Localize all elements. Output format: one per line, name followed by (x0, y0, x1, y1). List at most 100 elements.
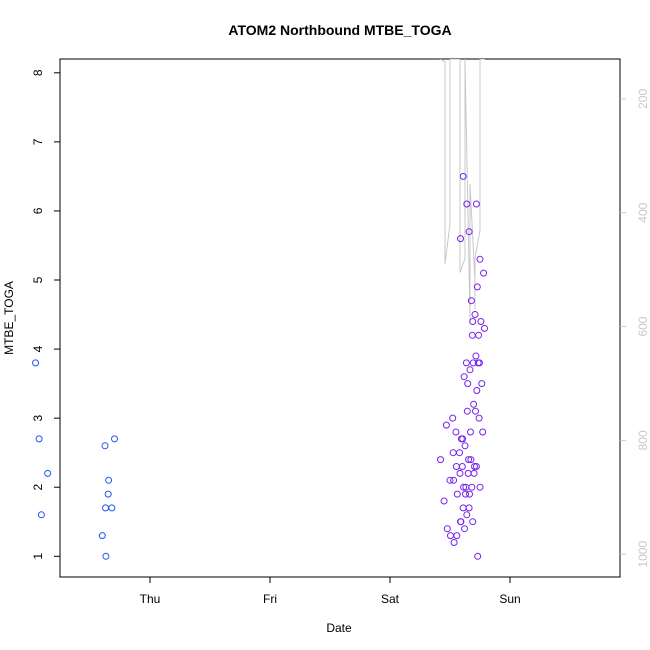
data-point (465, 456, 473, 464)
data-points (32, 172, 488, 560)
data-point (37, 511, 45, 519)
y-tick-label: 5 (31, 276, 45, 283)
data-point (476, 483, 484, 491)
data-point (464, 469, 472, 477)
data-point (452, 428, 460, 436)
data-point (471, 311, 479, 318)
data-point (450, 539, 458, 546)
data-point (473, 387, 481, 394)
trace-line (35, 59, 55, 122)
data-point (463, 511, 471, 519)
data-point (98, 532, 106, 540)
data-point (32, 359, 39, 367)
data-point (101, 442, 109, 450)
x-axis-label: Date (326, 621, 352, 635)
data-point (470, 469, 478, 477)
data-point (440, 497, 448, 505)
data-point (462, 490, 469, 498)
data-point (463, 407, 471, 415)
x-tick-label: Sun (499, 592, 520, 606)
data-point (475, 414, 483, 422)
data-point (461, 525, 468, 533)
y-tick-label: 6 (31, 207, 45, 214)
y-right-tick-label: 600 (636, 316, 650, 336)
data-point (478, 380, 486, 388)
data-point (108, 504, 116, 512)
data-point (474, 552, 482, 560)
data-point (471, 463, 478, 470)
trace-line (439, 59, 485, 321)
data-point (470, 400, 478, 408)
data-point (105, 476, 113, 484)
chart-title: ATOM2 Northbound MTBE_TOGA (228, 22, 451, 38)
trace-series (35, 59, 485, 321)
data-point (461, 442, 469, 450)
y-axis-right: 200 400 600 800 1000 (620, 89, 650, 568)
data-point (460, 373, 468, 381)
data-point (457, 235, 464, 243)
data-point (479, 428, 487, 436)
data-point (453, 532, 461, 540)
data-point (450, 476, 458, 484)
data-point (472, 352, 480, 360)
data-point (468, 331, 476, 339)
data-point (447, 532, 454, 540)
data-point (437, 456, 444, 464)
y-axis: 1 2 3 4 5 6 7 8 (31, 69, 60, 560)
data-point (472, 463, 480, 470)
x-tick-label: Sat (381, 592, 400, 606)
data-point (463, 200, 471, 208)
y-right-tick-label: 200 (636, 89, 650, 109)
data-point (468, 483, 476, 491)
data-point (35, 435, 43, 443)
data-point (459, 504, 467, 512)
data-point (458, 463, 466, 470)
y-tick-label: 7 (31, 138, 45, 145)
x-axis: Thu Fri Sat Sun (140, 577, 521, 606)
data-point (480, 269, 488, 277)
y-right-tick-label: 800 (636, 430, 650, 450)
data-point (443, 525, 451, 533)
data-point (459, 172, 467, 180)
data-point (449, 414, 457, 422)
y-right-tick-label: 400 (636, 202, 650, 222)
x-tick-label: Fri (263, 592, 277, 606)
y-right-tick-label: 1000 (636, 541, 650, 568)
data-point (462, 359, 470, 367)
y-tick-label: 8 (31, 69, 45, 76)
data-point (466, 366, 474, 374)
data-point (465, 228, 473, 236)
data-point (44, 469, 52, 477)
data-point (442, 421, 450, 429)
data-point (476, 255, 484, 263)
data-point (457, 435, 465, 443)
y-tick-label: 3 (31, 414, 45, 421)
data-point (102, 552, 110, 560)
data-point (472, 200, 480, 208)
data-point (477, 318, 485, 325)
data-point (446, 476, 454, 484)
data-point (469, 518, 477, 526)
data-point (481, 324, 488, 332)
data-point (474, 359, 482, 367)
data-point (472, 407, 479, 415)
data-point (467, 428, 474, 436)
data-point (467, 297, 475, 305)
data-point (465, 504, 473, 512)
data-point (469, 318, 477, 325)
data-point (102, 504, 109, 512)
y-tick-label: 1 (31, 553, 45, 560)
data-point (466, 490, 473, 498)
data-point (464, 380, 472, 388)
data-point (456, 449, 463, 457)
data-point (475, 331, 483, 339)
data-point (111, 435, 118, 443)
y-tick-label: 4 (31, 345, 45, 352)
data-point (104, 490, 112, 498)
data-point (457, 518, 464, 526)
plot-frame (59, 58, 621, 578)
y-axis-label: MTBE_TOGA (2, 281, 16, 355)
data-point (460, 483, 468, 491)
data-point (473, 283, 481, 291)
